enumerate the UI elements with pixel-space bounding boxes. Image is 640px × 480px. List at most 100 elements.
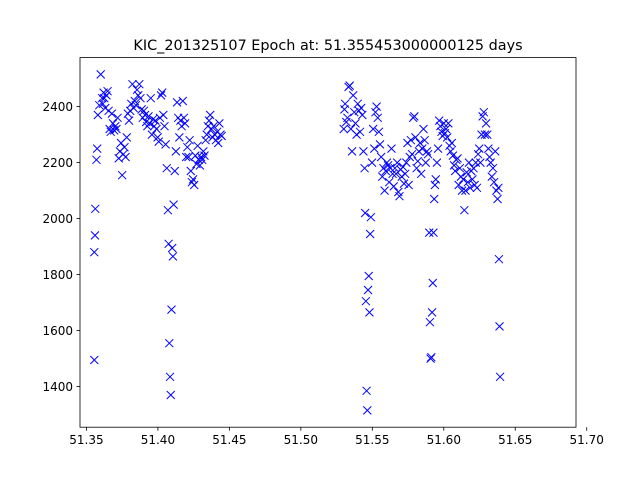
x-tick-label: 51.35 [69, 433, 103, 447]
data-points [89, 70, 505, 415]
data-point [351, 119, 360, 128]
data-point [150, 116, 160, 125]
data-point [165, 372, 175, 382]
data-point [103, 86, 112, 96]
data-point [364, 271, 374, 281]
data-point [132, 85, 142, 95]
data-point [355, 127, 365, 137]
data-point [178, 96, 188, 106]
data-point [369, 144, 379, 153]
data-point [213, 138, 223, 148]
data-point [489, 177, 499, 187]
data-point [441, 124, 451, 134]
data-point [166, 390, 176, 400]
data-point [146, 93, 156, 103]
data-point [488, 163, 498, 173]
data-point [400, 169, 410, 179]
data-point [422, 147, 432, 156]
data-point [365, 229, 375, 239]
data-point [390, 163, 400, 173]
data-point [421, 158, 431, 167]
data-point [434, 116, 444, 125]
data-point [347, 147, 357, 156]
data-point [493, 194, 502, 204]
data-point [98, 99, 108, 109]
data-point [217, 131, 227, 141]
data-point [360, 163, 369, 173]
x-tick-label: 51.40 [141, 433, 175, 447]
data-point [389, 182, 399, 191]
y-tick-label: 2200 [42, 156, 73, 170]
data-point [412, 163, 421, 173]
data-point [495, 372, 505, 382]
chart-title: KIC_201325107 Epoch at: 51.3554530000001… [133, 38, 522, 54]
data-point [160, 121, 169, 131]
x-tick-label: 51.50 [284, 433, 318, 447]
data-point [117, 170, 127, 180]
data-point [409, 112, 419, 121]
data-point [381, 166, 391, 176]
data-point [185, 135, 194, 145]
x-axis-ticks: 51.35 51.40 51.45 51.50 51.55 51.60 51.65 51.70 [69, 427, 604, 447]
data-point [455, 163, 465, 173]
data-point [401, 158, 411, 167]
data-point [429, 194, 439, 204]
data-point [179, 113, 189, 123]
y-tick-label: 1400 [42, 380, 73, 394]
data-point [353, 99, 363, 109]
data-point [345, 81, 355, 90]
data-point [424, 228, 434, 237]
data-point [359, 147, 368, 156]
data-point [201, 135, 210, 145]
data-point [184, 152, 193, 162]
data-point [471, 158, 481, 167]
data-point [366, 212, 376, 222]
data-point [169, 200, 178, 209]
data-point [148, 114, 158, 124]
data-point [473, 149, 483, 159]
data-point [112, 124, 121, 134]
data-point [186, 166, 196, 176]
data-point [158, 110, 168, 120]
data-point [429, 228, 438, 237]
data-point [375, 140, 385, 149]
data-point [448, 151, 458, 160]
data-point [454, 180, 464, 190]
data-point [465, 183, 475, 193]
data-point [89, 247, 99, 257]
data-point [431, 175, 441, 184]
data-point [482, 130, 492, 139]
data-point [395, 191, 404, 201]
data-point [93, 110, 103, 120]
data-point [96, 70, 106, 79]
data-point [171, 147, 181, 156]
data-point [425, 317, 435, 327]
data-point [404, 180, 413, 190]
data-point [120, 142, 129, 152]
data-point [442, 133, 452, 142]
data-point [444, 119, 453, 128]
data-point [152, 124, 161, 134]
data-point [144, 112, 153, 121]
data-point [124, 116, 134, 125]
data-point [374, 127, 384, 137]
data-point [415, 138, 425, 148]
data-point [464, 158, 474, 167]
data-point [357, 110, 367, 120]
data-point [463, 177, 473, 187]
data-point [420, 135, 429, 145]
data-point [154, 137, 164, 146]
data-point [449, 161, 459, 170]
data-point [494, 254, 504, 264]
data-point [167, 305, 176, 314]
x-tick-label: 51.45 [212, 433, 246, 447]
data-point [472, 183, 482, 193]
data-point [423, 149, 433, 159]
data-point [460, 205, 469, 215]
data-point [484, 144, 493, 153]
data-point [392, 158, 402, 167]
data-point [480, 130, 490, 139]
data-point [458, 175, 468, 184]
data-point [373, 113, 383, 123]
